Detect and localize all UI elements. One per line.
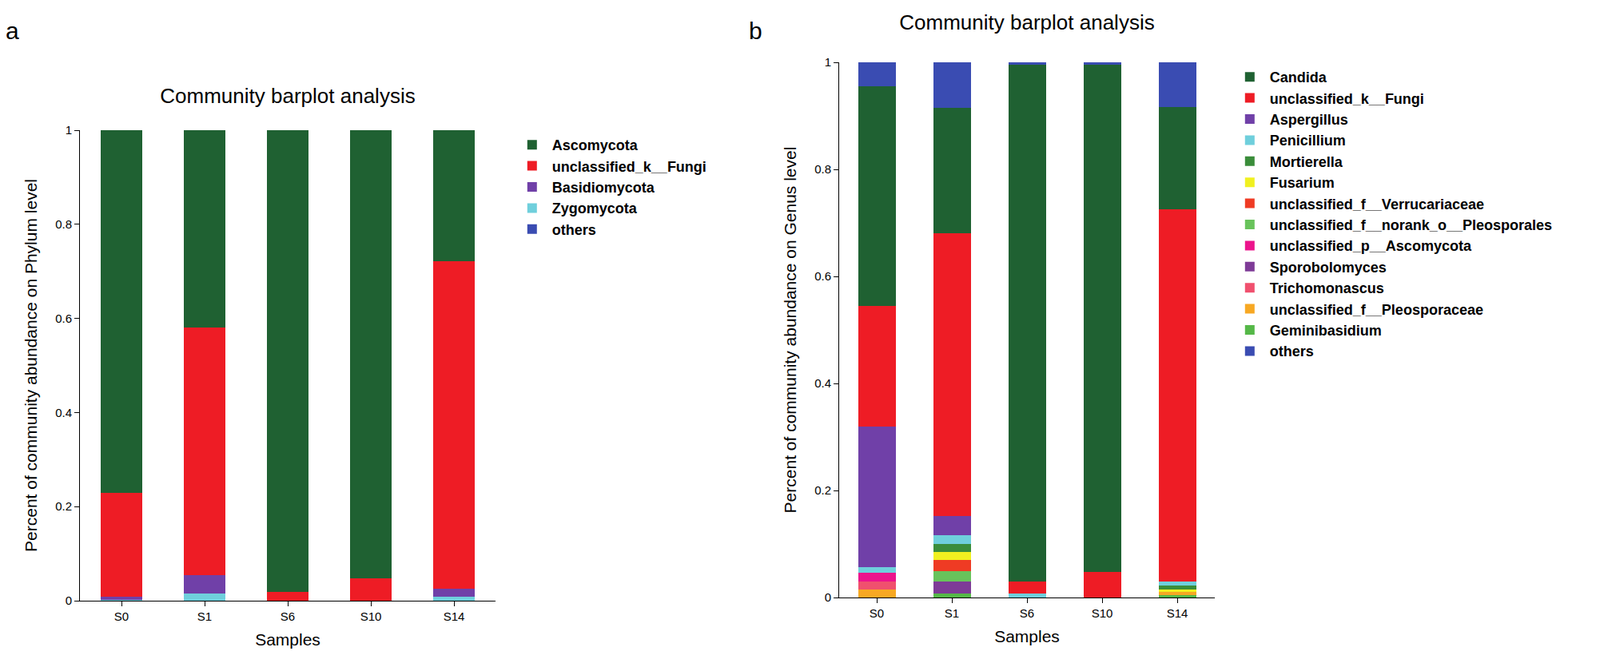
svg-text:S0: S0 <box>114 609 129 624</box>
svg-text:0.4: 0.4 <box>55 405 72 420</box>
svg-text:unclassified_f__Verrucariaceae: unclassified_f__Verrucariaceae <box>1269 196 1485 213</box>
svg-text:others: others <box>1269 343 1314 360</box>
svg-text:0: 0 <box>824 590 832 605</box>
svg-text:0.8: 0.8 <box>55 217 72 231</box>
svg-text:0: 0 <box>65 593 72 608</box>
svg-text:Basidiomycota: Basidiomycota <box>552 179 656 196</box>
svg-text:1: 1 <box>824 55 832 69</box>
svg-text:Percent of community abundance: Percent of community abundance on Phylum… <box>21 179 40 553</box>
svg-text:0.6: 0.6 <box>55 311 72 326</box>
svg-text:S14: S14 <box>1166 606 1189 621</box>
svg-text:unclassified_p__Ascomycota: unclassified_p__Ascomycota <box>1269 238 1473 255</box>
svg-text:Percent of community abundance: Percent of community abundance on Genus … <box>780 147 800 514</box>
svg-text:1: 1 <box>65 123 72 137</box>
svg-text:Samples: Samples <box>254 630 321 649</box>
svg-text:Zygomycota: Zygomycota <box>552 200 638 217</box>
svg-text:S1: S1 <box>944 606 960 621</box>
svg-text:S0: S0 <box>869 606 884 621</box>
svg-text:0.4: 0.4 <box>814 376 832 391</box>
svg-text:Fusarium: Fusarium <box>1269 175 1335 192</box>
svg-text:S10: S10 <box>1091 606 1114 621</box>
svg-text:S6: S6 <box>1019 606 1035 621</box>
svg-text:Sporobolomyces: Sporobolomyces <box>1269 259 1387 276</box>
svg-text:Geminibasidium: Geminibasidium <box>1269 322 1382 339</box>
svg-text:Trichomonascus: Trichomonascus <box>1269 280 1385 297</box>
svg-text:S14: S14 <box>443 609 466 624</box>
svg-text:unclassified_k__Fungi: unclassified_k__Fungi <box>1269 91 1425 108</box>
svg-text:S6: S6 <box>280 609 295 624</box>
svg-text:Samples: Samples <box>994 627 1060 646</box>
svg-text:Penicillium: Penicillium <box>1269 132 1346 149</box>
svg-text:0.2: 0.2 <box>55 499 72 514</box>
svg-text:0.2: 0.2 <box>814 483 832 498</box>
svg-text:Mortierella: Mortierella <box>1269 154 1344 171</box>
svg-text:a: a <box>5 17 20 44</box>
svg-text:others: others <box>552 222 597 239</box>
svg-text:0.6: 0.6 <box>814 269 832 283</box>
svg-text:Ascomycota: Ascomycota <box>552 137 639 154</box>
svg-text:unclassified_k__Fungi: unclassified_k__Fungi <box>552 159 707 176</box>
svg-text:S1: S1 <box>197 609 212 624</box>
svg-text:0.8: 0.8 <box>814 162 832 176</box>
svg-text:unclassified_f__norank_o__Pleo: unclassified_f__norank_o__Pleosporales <box>1269 217 1553 234</box>
svg-text:b: b <box>748 17 763 44</box>
svg-text:Candida: Candida <box>1269 69 1328 86</box>
svg-text:Aspergillus: Aspergillus <box>1269 111 1349 128</box>
svg-text:Community barplot analysis: Community barplot analysis <box>159 83 415 108</box>
svg-text:unclassified_f__Pleosporaceae: unclassified_f__Pleosporaceae <box>1269 302 1484 319</box>
svg-text:Community barplot analysis: Community barplot analysis <box>899 10 1155 35</box>
svg-text:S10: S10 <box>360 609 383 624</box>
